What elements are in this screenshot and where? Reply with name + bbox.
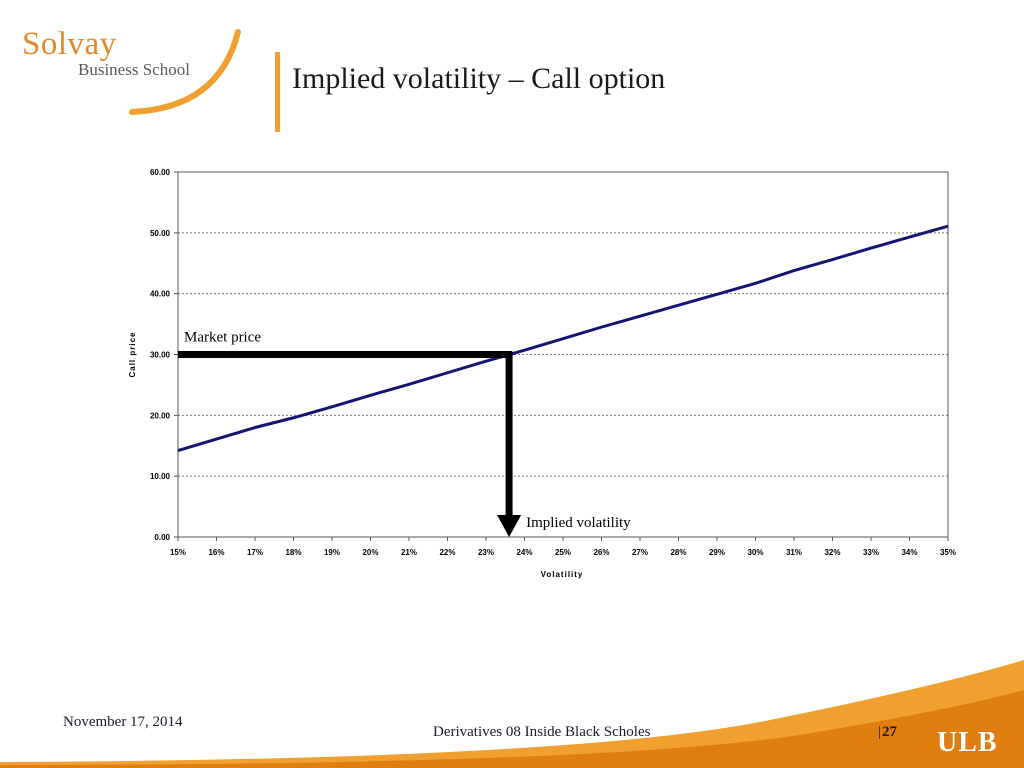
logo-subtitle: Business School [78, 60, 190, 79]
x-tick-label: 22% [439, 548, 455, 557]
x-tick-label: 27% [632, 548, 648, 557]
x-tick-label: 16% [208, 548, 224, 557]
footer-course-title: Derivatives 08 Inside Black Scholes [433, 724, 651, 740]
implied-volatility-chart: 0.00 10.00 20.00 30.00 40.00 50.00 60.00 15% 16… [128, 168, 956, 579]
y-tick-label: 40.00 [150, 290, 171, 299]
x-tick-label: 15% [170, 548, 186, 557]
x-tick-label: 24% [516, 548, 532, 557]
y-tick-label: 30.00 [150, 351, 171, 360]
x-tick-label: 20% [362, 548, 378, 557]
implied-volatility-label: Implied volatility [526, 515, 631, 531]
solvay-logo: Solvay Business School [14, 26, 249, 116]
x-tick-label: 18% [285, 548, 301, 557]
x-tick-label: 28% [670, 548, 686, 557]
page-separator: | [878, 724, 882, 740]
x-tick-label: 33% [863, 548, 879, 557]
ulb-logo: ULB [937, 727, 998, 758]
page-title: Implied volatility – Call option [292, 62, 666, 95]
x-tick-label: 34% [901, 548, 917, 557]
y-tick-label: 20.00 [150, 411, 171, 420]
y-tick-label: 60.00 [150, 168, 171, 177]
x-tick-labels: 15% 16% 17% 18% 19% 20% 21% 22% 23% 24% 25% 26% 27% 2… [170, 537, 956, 557]
logo-name: Solvay [22, 26, 117, 62]
footer-date: November 17, 2014 [63, 714, 183, 730]
x-tick-label: 29% [709, 548, 725, 557]
page-number-value: 27 [882, 724, 898, 740]
x-tick-label: 26% [593, 548, 609, 557]
x-tick-label: 23% [478, 548, 494, 557]
arrow-down-icon [497, 515, 522, 537]
x-tick-label: 19% [324, 548, 340, 557]
y-tick-label: 0.00 [154, 533, 170, 542]
x-tick-label: 32% [824, 548, 840, 557]
series-line [177, 224, 949, 453]
x-tick-label: 17% [247, 548, 263, 557]
page-number: |27 [878, 724, 897, 741]
logo-swoosh-icon [129, 29, 241, 115]
y-axis-label: Call price [128, 331, 137, 377]
y-tick-label: 50.00 [150, 229, 171, 238]
x-tick-label: 31% [786, 548, 802, 557]
y-tick-labels: 0.00 10.00 20.00 30.00 40.00 50.00 60.00 [150, 168, 178, 542]
annotations: Market price Implied volatility [178, 330, 631, 537]
x-tick-label: 21% [401, 548, 417, 557]
market-price-label: Market price [184, 330, 261, 346]
x-axis-label: Volatility [541, 570, 584, 579]
x-tick-label: 25% [555, 548, 571, 557]
x-tick-label: 30% [747, 548, 763, 557]
y-tick-label: 10.00 [150, 472, 171, 481]
x-tick-label: 35% [940, 548, 956, 557]
title-accent-bar [275, 52, 280, 132]
